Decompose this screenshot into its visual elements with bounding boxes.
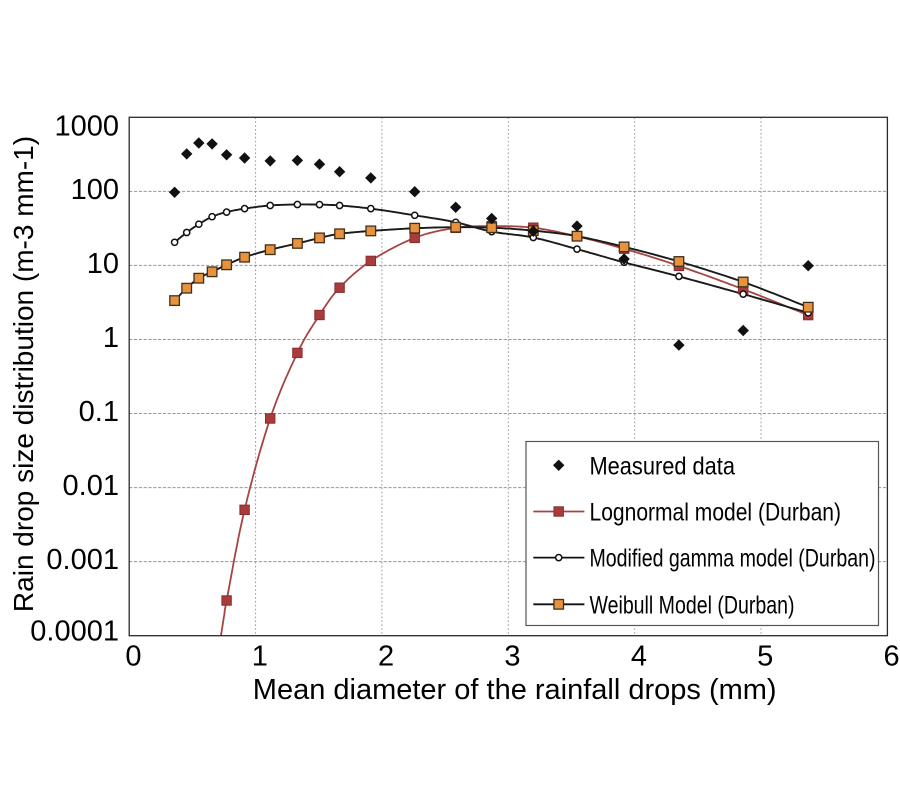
svg-text:5: 5 xyxy=(757,640,773,672)
svg-text:0: 0 xyxy=(125,640,141,672)
svg-text:Lognormal model (Durban): Lognormal model (Durban) xyxy=(590,499,842,527)
svg-text:Weibull Model (Durban): Weibull Model (Durban) xyxy=(590,591,795,619)
svg-text:0.0001: 0.0001 xyxy=(30,616,119,648)
svg-text:3: 3 xyxy=(504,640,520,672)
svg-text:4: 4 xyxy=(631,640,647,672)
svg-text:0.001: 0.001 xyxy=(46,544,119,576)
svg-text:Rain drop size distribution (m: Rain drop size distribution (m-3 mm-1) xyxy=(8,136,39,612)
svg-text:1: 1 xyxy=(103,322,119,354)
svg-text:1000: 1000 xyxy=(54,111,119,143)
svg-text:100: 100 xyxy=(71,174,119,206)
svg-text:1: 1 xyxy=(252,640,268,672)
svg-text:Mean diameter of the rainfall: Mean diameter of the rainfall drops (mm) xyxy=(253,674,777,706)
svg-text:Measured data: Measured data xyxy=(590,452,736,480)
svg-text:2: 2 xyxy=(378,640,394,672)
svg-text:10: 10 xyxy=(87,248,119,280)
svg-text:0.01: 0.01 xyxy=(63,470,119,502)
svg-text:6: 6 xyxy=(884,640,900,672)
svg-text:Modified gamma model (Durban): Modified gamma model (Durban) xyxy=(590,545,876,573)
svg-text:0.1: 0.1 xyxy=(79,396,119,428)
